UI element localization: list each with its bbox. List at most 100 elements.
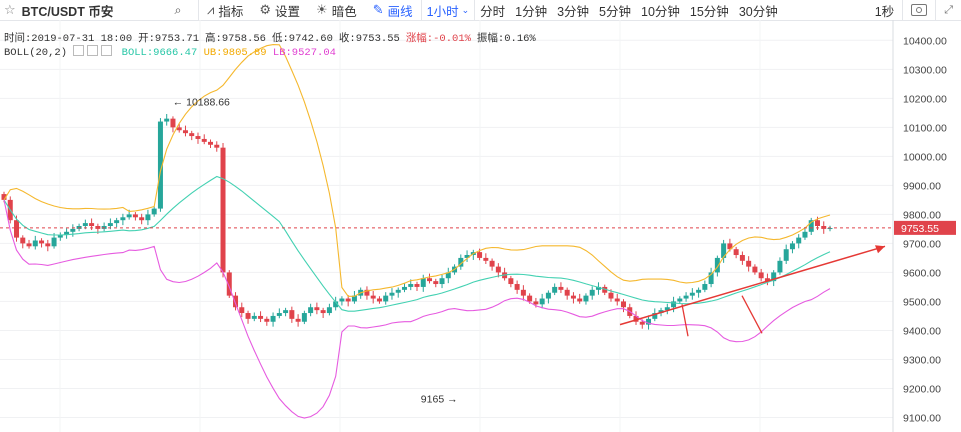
ohlc-time: 时间:2019-07-31 18:00 [4, 33, 133, 45]
y-tick-label: 9700.00 [903, 238, 941, 250]
candle-body [445, 272, 451, 279]
candle-body [239, 307, 245, 314]
toolbar-divider [420, 0, 422, 20]
settings-label: 设置 [275, 4, 301, 19]
candle-body [827, 228, 833, 230]
boll-upper-line [3, 44, 831, 297]
last-price-label: 9753.55 [901, 223, 939, 235]
candle-body [57, 234, 63, 238]
candle-body [621, 301, 626, 308]
candle-body [345, 298, 351, 302]
y-tick-label: 10400.00 [903, 35, 947, 47]
candle-body [301, 313, 307, 322]
y-tick-label: 10200.00 [903, 93, 947, 105]
indicators-button[interactable]: ⩘ 指标 [199, 0, 251, 20]
pointer-arrow [741, 295, 763, 334]
toolbar-divider [474, 0, 476, 20]
interval-1s[interactable]: 1秒 [867, 0, 902, 20]
interval-1m[interactable]: 1分钟 [510, 0, 552, 20]
candle-body [595, 286, 601, 290]
ohlc-change: 涨幅:-0.01% [405, 33, 471, 45]
candle-body [420, 278, 426, 287]
candle-body [226, 272, 232, 296]
candle-body [89, 223, 95, 226]
candle-body [702, 284, 708, 290]
settings-button[interactable]: ⚙ 设置 [251, 0, 308, 20]
eye-icon[interactable] [73, 45, 85, 56]
candle-body [814, 220, 820, 226]
search-button[interactable]: ⌕ [158, 0, 198, 20]
interval-10m[interactable]: 10分钟 [636, 0, 685, 20]
candle-body [339, 298, 345, 302]
candle-body [683, 295, 689, 299]
candle-body [646, 318, 652, 325]
settings-mini-icon[interactable] [87, 45, 99, 56]
candle-body [614, 298, 620, 302]
candle-body [808, 220, 814, 232]
interval-30m[interactable]: 30分钟 [734, 0, 783, 20]
candle-body [671, 301, 677, 308]
search-icon: ⌕ [174, 2, 182, 17]
interval-3m[interactable]: 3分钟 [552, 0, 594, 20]
boll-mid-value: BOLL:9666.47 [121, 47, 198, 59]
chart-toolbar: ☆ BTC/USDT 币安 ⌕ ⩘ 指标 ⚙ 设置 ☀ 暗色 ✎ 画线 1小时 ⌄… [0, 0, 961, 21]
fullscreen-icon[interactable]: ⤢ [944, 3, 953, 16]
candle-body [157, 121, 163, 209]
candle-body [696, 289, 702, 293]
camera-icon[interactable] [911, 4, 928, 16]
candle-body [389, 292, 395, 296]
candle-body [107, 223, 113, 226]
candle-body [276, 313, 282, 316]
candle-body [214, 144, 220, 148]
candle-body [464, 255, 470, 258]
candle-body [583, 295, 589, 302]
candle-body [777, 260, 783, 273]
ohlc-amplitude: 振幅:0.16% [476, 33, 536, 45]
candle-body [552, 286, 558, 293]
candle-body [14, 220, 20, 238]
interval-timeline[interactable]: 分时 [475, 0, 510, 20]
y-tick-label: 9400.00 [903, 325, 941, 337]
price-annotation: ← 10188.66 [173, 97, 230, 109]
candle-body [589, 289, 595, 296]
draw-tool-button[interactable]: ✎ 画线 [365, 0, 421, 20]
candle-body [608, 292, 614, 299]
symbol-selector[interactable]: ☆ BTC/USDT 币安 [0, 0, 158, 20]
candle-body [639, 321, 645, 325]
candle-body [408, 284, 414, 287]
y-tick-label: 9100.00 [903, 412, 941, 424]
candle-body [70, 228, 76, 232]
candle-body [539, 298, 545, 305]
candle-body [176, 127, 182, 131]
candlestick-chart[interactable]: 9100.00 9200.00 9300.00 9400.00 9500.00 9600.… [0, 20, 961, 432]
interval-5m[interactable]: 5分钟 [594, 0, 636, 20]
theme-toggle[interactable]: ☀ 暗色 [308, 0, 365, 20]
candle-body [533, 301, 539, 305]
candle-body [401, 286, 407, 290]
candle-body [201, 138, 207, 142]
candle-body [483, 257, 489, 261]
candle-body [120, 217, 126, 221]
interval-label: 10分钟 [641, 4, 680, 19]
close-mini-icon[interactable] [101, 45, 113, 56]
candle-body [564, 289, 570, 296]
interval-1h[interactable]: 1小时 ⌄ [422, 0, 475, 20]
interval-15m[interactable]: 15分钟 [685, 0, 734, 20]
candle-body [783, 249, 789, 261]
interval-label: 3分钟 [557, 4, 590, 19]
favorite-star-icon[interactable]: ☆ [4, 2, 16, 17]
candle-body [658, 310, 664, 314]
candle-body [602, 286, 608, 293]
pointer-arrow [681, 304, 689, 337]
candle-body [51, 237, 57, 247]
y-tick-label: 10100.00 [903, 122, 947, 134]
draw-label: 画线 [387, 4, 413, 19]
candle-body [746, 260, 752, 267]
candle-body [320, 310, 326, 314]
candle-body [664, 307, 670, 311]
candle-body [145, 214, 151, 221]
interval-label: 1分钟 [515, 4, 548, 19]
candle-body [714, 257, 720, 273]
candle-body [477, 252, 483, 258]
candle-body [558, 286, 564, 290]
